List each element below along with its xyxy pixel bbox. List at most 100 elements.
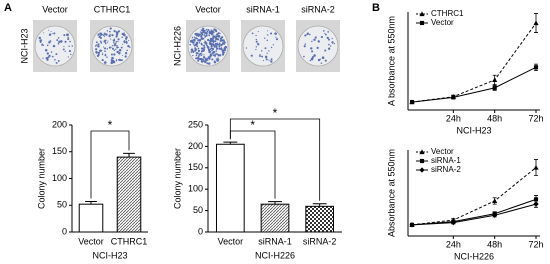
cell-line-label: NCI-H23 (19, 28, 29, 63)
y-axis-label: Colony number (36, 148, 46, 209)
colony (101, 53, 104, 56)
x-tick-label: Vector (218, 236, 244, 246)
colony (197, 40, 199, 42)
colony (67, 38, 70, 41)
colony (197, 59, 200, 62)
colony (100, 49, 103, 52)
colony (210, 29, 212, 31)
colony (213, 61, 217, 64)
colony (122, 55, 124, 57)
colony (210, 45, 213, 48)
colony (320, 62, 323, 64)
colony (267, 30, 269, 32)
colony (219, 32, 221, 35)
colony (123, 41, 126, 44)
colony (66, 33, 69, 37)
colony (313, 54, 316, 57)
colony (306, 32, 310, 35)
y-tick-label: 200 (52, 119, 67, 129)
y-tick-label: 50 (193, 205, 203, 215)
colony (193, 39, 196, 42)
colony (275, 36, 277, 38)
colony (52, 44, 56, 48)
colony (99, 40, 102, 43)
colony (205, 32, 208, 35)
colony (51, 55, 54, 58)
y-axis-label: A bsorbance at 550nm (386, 16, 396, 106)
colony (71, 45, 74, 47)
colony (219, 54, 222, 57)
colony (58, 40, 61, 43)
marker (533, 201, 539, 207)
colony (212, 44, 215, 47)
colony (270, 46, 273, 49)
colony (43, 32, 45, 34)
colony (251, 32, 254, 35)
colony (197, 49, 201, 52)
x-tick-label: 24h (446, 113, 461, 123)
colony (57, 42, 60, 45)
colony (245, 47, 248, 49)
colony (310, 57, 314, 61)
y-tick-label: 0 (198, 226, 203, 236)
colony (313, 38, 316, 41)
x-axis-label: NCI-H23 (92, 250, 127, 260)
colony (208, 50, 212, 54)
photo-label: siRNA-1 (246, 4, 280, 14)
colony (110, 61, 113, 65)
colony (315, 36, 317, 38)
colony (265, 58, 268, 61)
y-tick-label: 50 (57, 200, 67, 210)
colony (199, 31, 201, 33)
colony (102, 46, 105, 48)
colony (110, 38, 112, 40)
colony (201, 29, 203, 31)
colony (120, 46, 123, 49)
colony (212, 30, 214, 32)
colony (123, 32, 125, 34)
colony (333, 43, 336, 45)
colony (255, 46, 258, 48)
colony (215, 30, 218, 33)
colony (257, 31, 259, 33)
colony (63, 46, 65, 48)
colony (94, 45, 97, 47)
colony (221, 49, 225, 52)
colony (103, 61, 107, 64)
colony (215, 35, 217, 37)
colony (324, 59, 327, 62)
colony (109, 27, 112, 30)
bar (78, 203, 104, 233)
colony (116, 44, 118, 47)
x-tick-label: siRNA-1 (258, 236, 292, 246)
y-tick-label: 100 (52, 173, 67, 183)
colony (124, 37, 128, 40)
colony (327, 31, 329, 33)
colony (203, 59, 205, 61)
marker (450, 220, 456, 226)
colony (128, 39, 130, 41)
colony (202, 47, 205, 50)
colony (51, 33, 53, 35)
colony (255, 38, 258, 41)
legend-marker (419, 167, 425, 173)
colony (211, 49, 213, 52)
colony (111, 46, 113, 48)
colony (311, 56, 315, 59)
colony (319, 58, 321, 60)
colony (57, 37, 60, 39)
colony (203, 45, 205, 47)
colony (308, 33, 311, 36)
colony (262, 59, 264, 62)
colony (38, 36, 42, 40)
colony (198, 33, 202, 36)
colony (67, 56, 69, 58)
colony (223, 41, 226, 44)
colony (220, 39, 223, 42)
colony (196, 32, 198, 34)
colony (204, 36, 206, 38)
colony (123, 40, 126, 42)
colony (200, 32, 203, 35)
colony (211, 59, 213, 61)
colony (208, 57, 211, 60)
